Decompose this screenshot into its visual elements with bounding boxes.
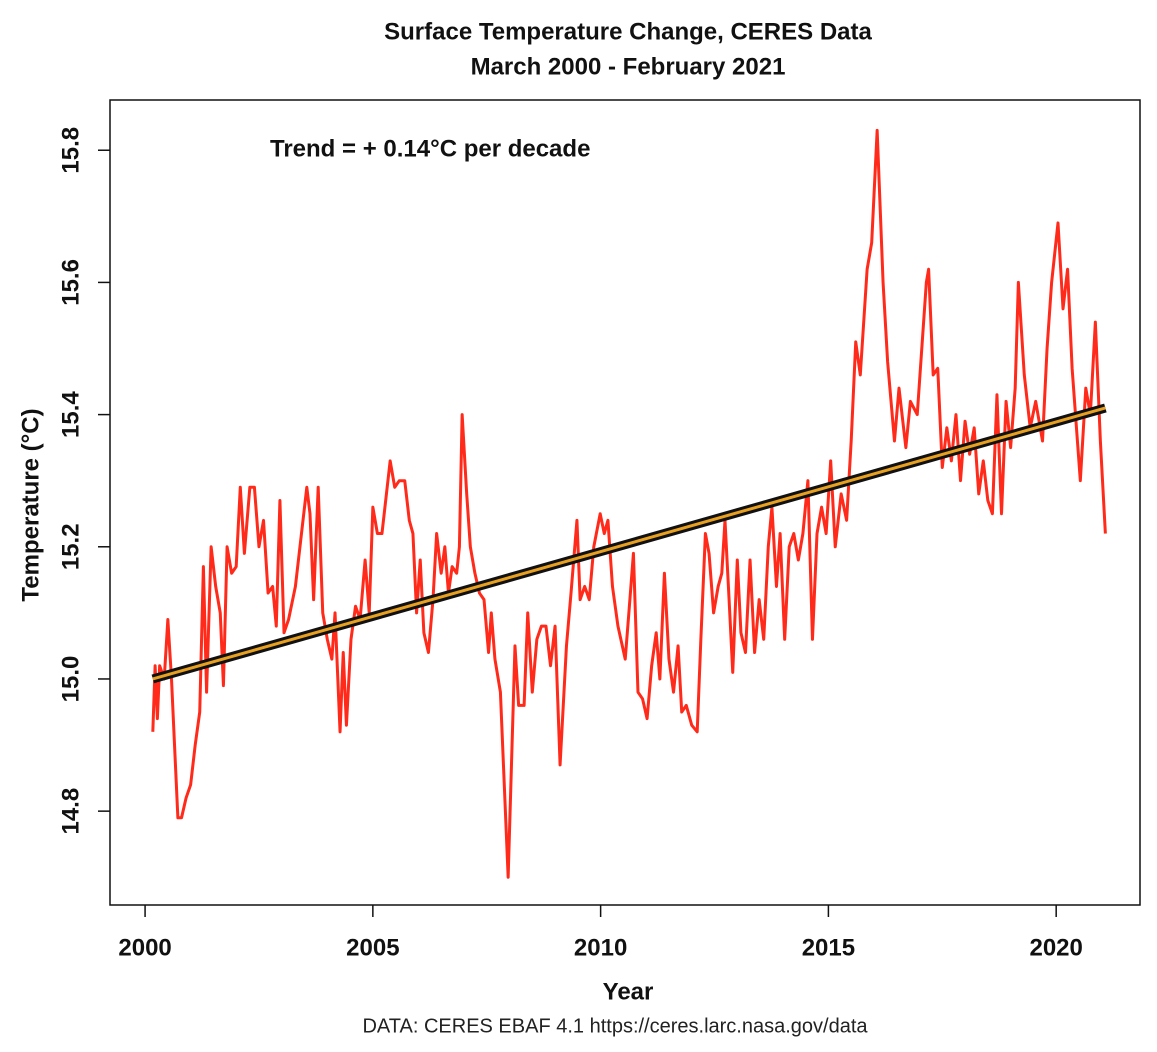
y-tick-label: 15.0	[57, 656, 84, 703]
y-tick-label: 15.6	[57, 259, 84, 306]
data-line	[151, 128, 1107, 879]
chart-subtitle: March 2000 - February 2021	[471, 53, 786, 80]
source-note: DATA: CERES EBAF 4.1 https://ceres.larc.…	[362, 1015, 868, 1037]
x-tick-label: 2020	[1029, 934, 1082, 961]
y-tick-label: 15.4	[57, 391, 84, 438]
x-tick-label: 2000	[118, 934, 171, 961]
y-tick-label: 14.8	[57, 788, 84, 835]
x-tick-label: 2005	[346, 934, 399, 961]
y-tick-label: 15.2	[57, 523, 84, 570]
trend-annotation: Trend = + 0.14°C per decade	[270, 135, 590, 162]
y-axis-label: Temperature (°C)	[17, 408, 44, 601]
chart-title: Surface Temperature Change, CERES Data	[384, 18, 872, 45]
y-tick-label: 15.8	[57, 127, 84, 174]
trend-line	[152, 406, 1106, 681]
x-tick-label: 2015	[802, 934, 855, 961]
x-tick-label: 2010	[574, 934, 627, 961]
plot-frame	[109, 99, 1141, 906]
x-axis-label: Year	[603, 978, 654, 1005]
